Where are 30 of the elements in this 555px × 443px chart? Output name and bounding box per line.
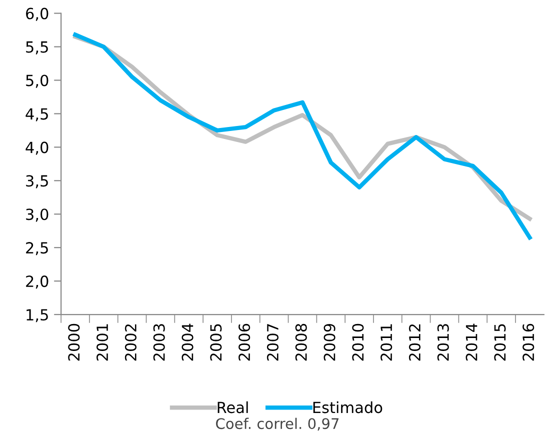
y-tick-label: 4,5 [26,108,48,122]
x-tick-label: 2004 [182,324,194,361]
x-tick-label: 2001 [96,324,108,361]
y-tick-label: 5,0 [26,74,48,88]
x-tick-label: 2011 [380,324,392,361]
x-tick-label: 2000 [68,324,80,361]
x-tick-label: 2008 [295,324,307,361]
x-tick-label: 2012 [408,324,421,361]
y-tick-label: 1,5 [26,309,48,322]
x-tick-label: 2013 [437,324,449,361]
x-tick-label: 2007 [266,324,279,361]
x-tick-label: 2015 [494,324,506,361]
x-tick-label: 2005 [210,324,222,361]
y-tick-label: 3,0 [26,208,48,222]
x-tick-label: 2003 [153,324,165,361]
x-tick-label: 2002 [124,324,136,361]
x-tick-label: 2016 [522,324,534,361]
text: Coef. correl. 0,97 [216,418,339,431]
x-tick-label: 2014 [466,324,478,361]
y-tick-label: 4,0 [26,142,48,155]
legend-label: Real [218,401,248,414]
y-tick-label: 3,5 [26,175,48,188]
y-tick-label: 2,5 [26,242,48,256]
y-tick-label: 5,5 [26,41,48,54]
x-tick-label: 2010 [352,324,364,361]
y-tick-label: 2,0 [26,276,48,289]
x-tick-label: 2006 [238,324,250,361]
legend-label: Estimado [313,401,382,414]
x-tick-label: 2009 [324,324,336,361]
y-tick-label: 6,0 [26,8,48,21]
